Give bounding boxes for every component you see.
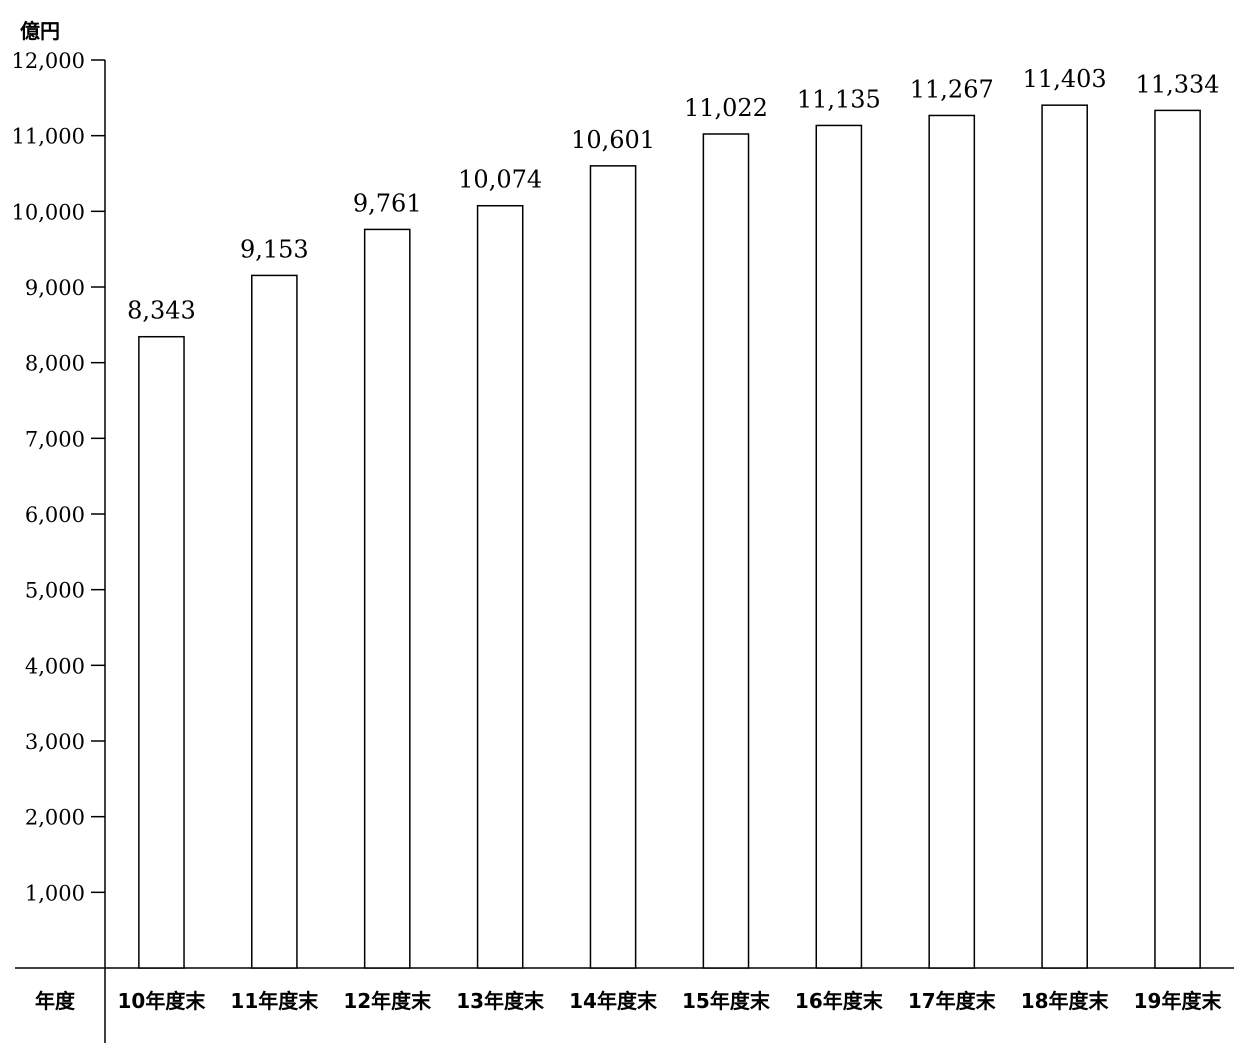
x-axis-label: 年度 bbox=[35, 989, 76, 1013]
y-tick-label: 1,000 bbox=[25, 881, 85, 905]
y-tick-label: 10,000 bbox=[12, 200, 85, 224]
x-tick-label: 12年度末 bbox=[343, 989, 432, 1013]
x-axis-tick-labels: 10年度末 11年度末 12年度末 13年度末 14年度末 15年度末 16年度末 17年度末… bbox=[118, 989, 1223, 1013]
bar bbox=[928, 114, 976, 969]
bar bbox=[815, 124, 863, 969]
bar-value-label: 11,135 bbox=[797, 85, 881, 113]
y-tick-label: 2,000 bbox=[25, 806, 85, 830]
x-tick-label: 17年度末 bbox=[908, 989, 997, 1013]
y-tick-label: 3,000 bbox=[25, 730, 85, 754]
bar-value-label: 11,403 bbox=[1023, 65, 1107, 93]
y-tick-label: 9,000 bbox=[25, 276, 85, 300]
y-tick-label: 8,000 bbox=[25, 352, 85, 376]
bar-value-label: 11,267 bbox=[910, 75, 994, 103]
y-tick-label: 6,000 bbox=[25, 503, 85, 527]
y-tick-label: 12,000 bbox=[12, 49, 85, 73]
bar-value-label: 10,074 bbox=[458, 166, 542, 194]
x-tick-label: 11年度末 bbox=[230, 989, 319, 1013]
bar-value-label: 11,022 bbox=[684, 94, 768, 122]
x-tick-label: 14年度末 bbox=[569, 989, 658, 1013]
bar bbox=[476, 204, 524, 969]
y-axis-unit-label: 億円 bbox=[20, 19, 60, 43]
y-tick-label: 5,000 bbox=[25, 579, 85, 603]
bar-value-label: 9,153 bbox=[240, 235, 309, 263]
x-tick-label: 13年度末 bbox=[456, 989, 545, 1013]
bar-value-label: 11,334 bbox=[1136, 70, 1220, 98]
bar bbox=[1041, 104, 1088, 969]
bars bbox=[138, 104, 1201, 969]
y-tick-label: 7,000 bbox=[25, 427, 85, 451]
bar-value-label: 10,601 bbox=[571, 126, 655, 154]
bar bbox=[138, 335, 185, 969]
bar bbox=[1154, 109, 1201, 969]
bar-value-label: 9,761 bbox=[353, 189, 422, 217]
y-tick-label: 4,000 bbox=[25, 654, 85, 678]
x-tick-label: 15年度末 bbox=[682, 989, 771, 1013]
bar bbox=[363, 228, 411, 969]
y-tick-label: 11,000 bbox=[12, 125, 85, 149]
y-axis-ticks: 1,000 2,000 3,000 4,000 5,000 6,000 7,000 8,000… bbox=[12, 49, 105, 905]
bar bbox=[589, 165, 637, 969]
bar bbox=[251, 274, 298, 969]
data-labels: 8,343 9,153 9,761 10,074 10,601 11,022 11,135 1… bbox=[127, 65, 1219, 325]
bar bbox=[702, 133, 750, 969]
x-tick-label: 16年度末 bbox=[795, 989, 884, 1013]
x-tick-label: 18年度末 bbox=[1021, 989, 1110, 1013]
x-tick-label: 19年度末 bbox=[1134, 989, 1223, 1013]
bar-value-label: 8,343 bbox=[127, 297, 196, 325]
x-tick-label: 10年度末 bbox=[118, 989, 207, 1013]
